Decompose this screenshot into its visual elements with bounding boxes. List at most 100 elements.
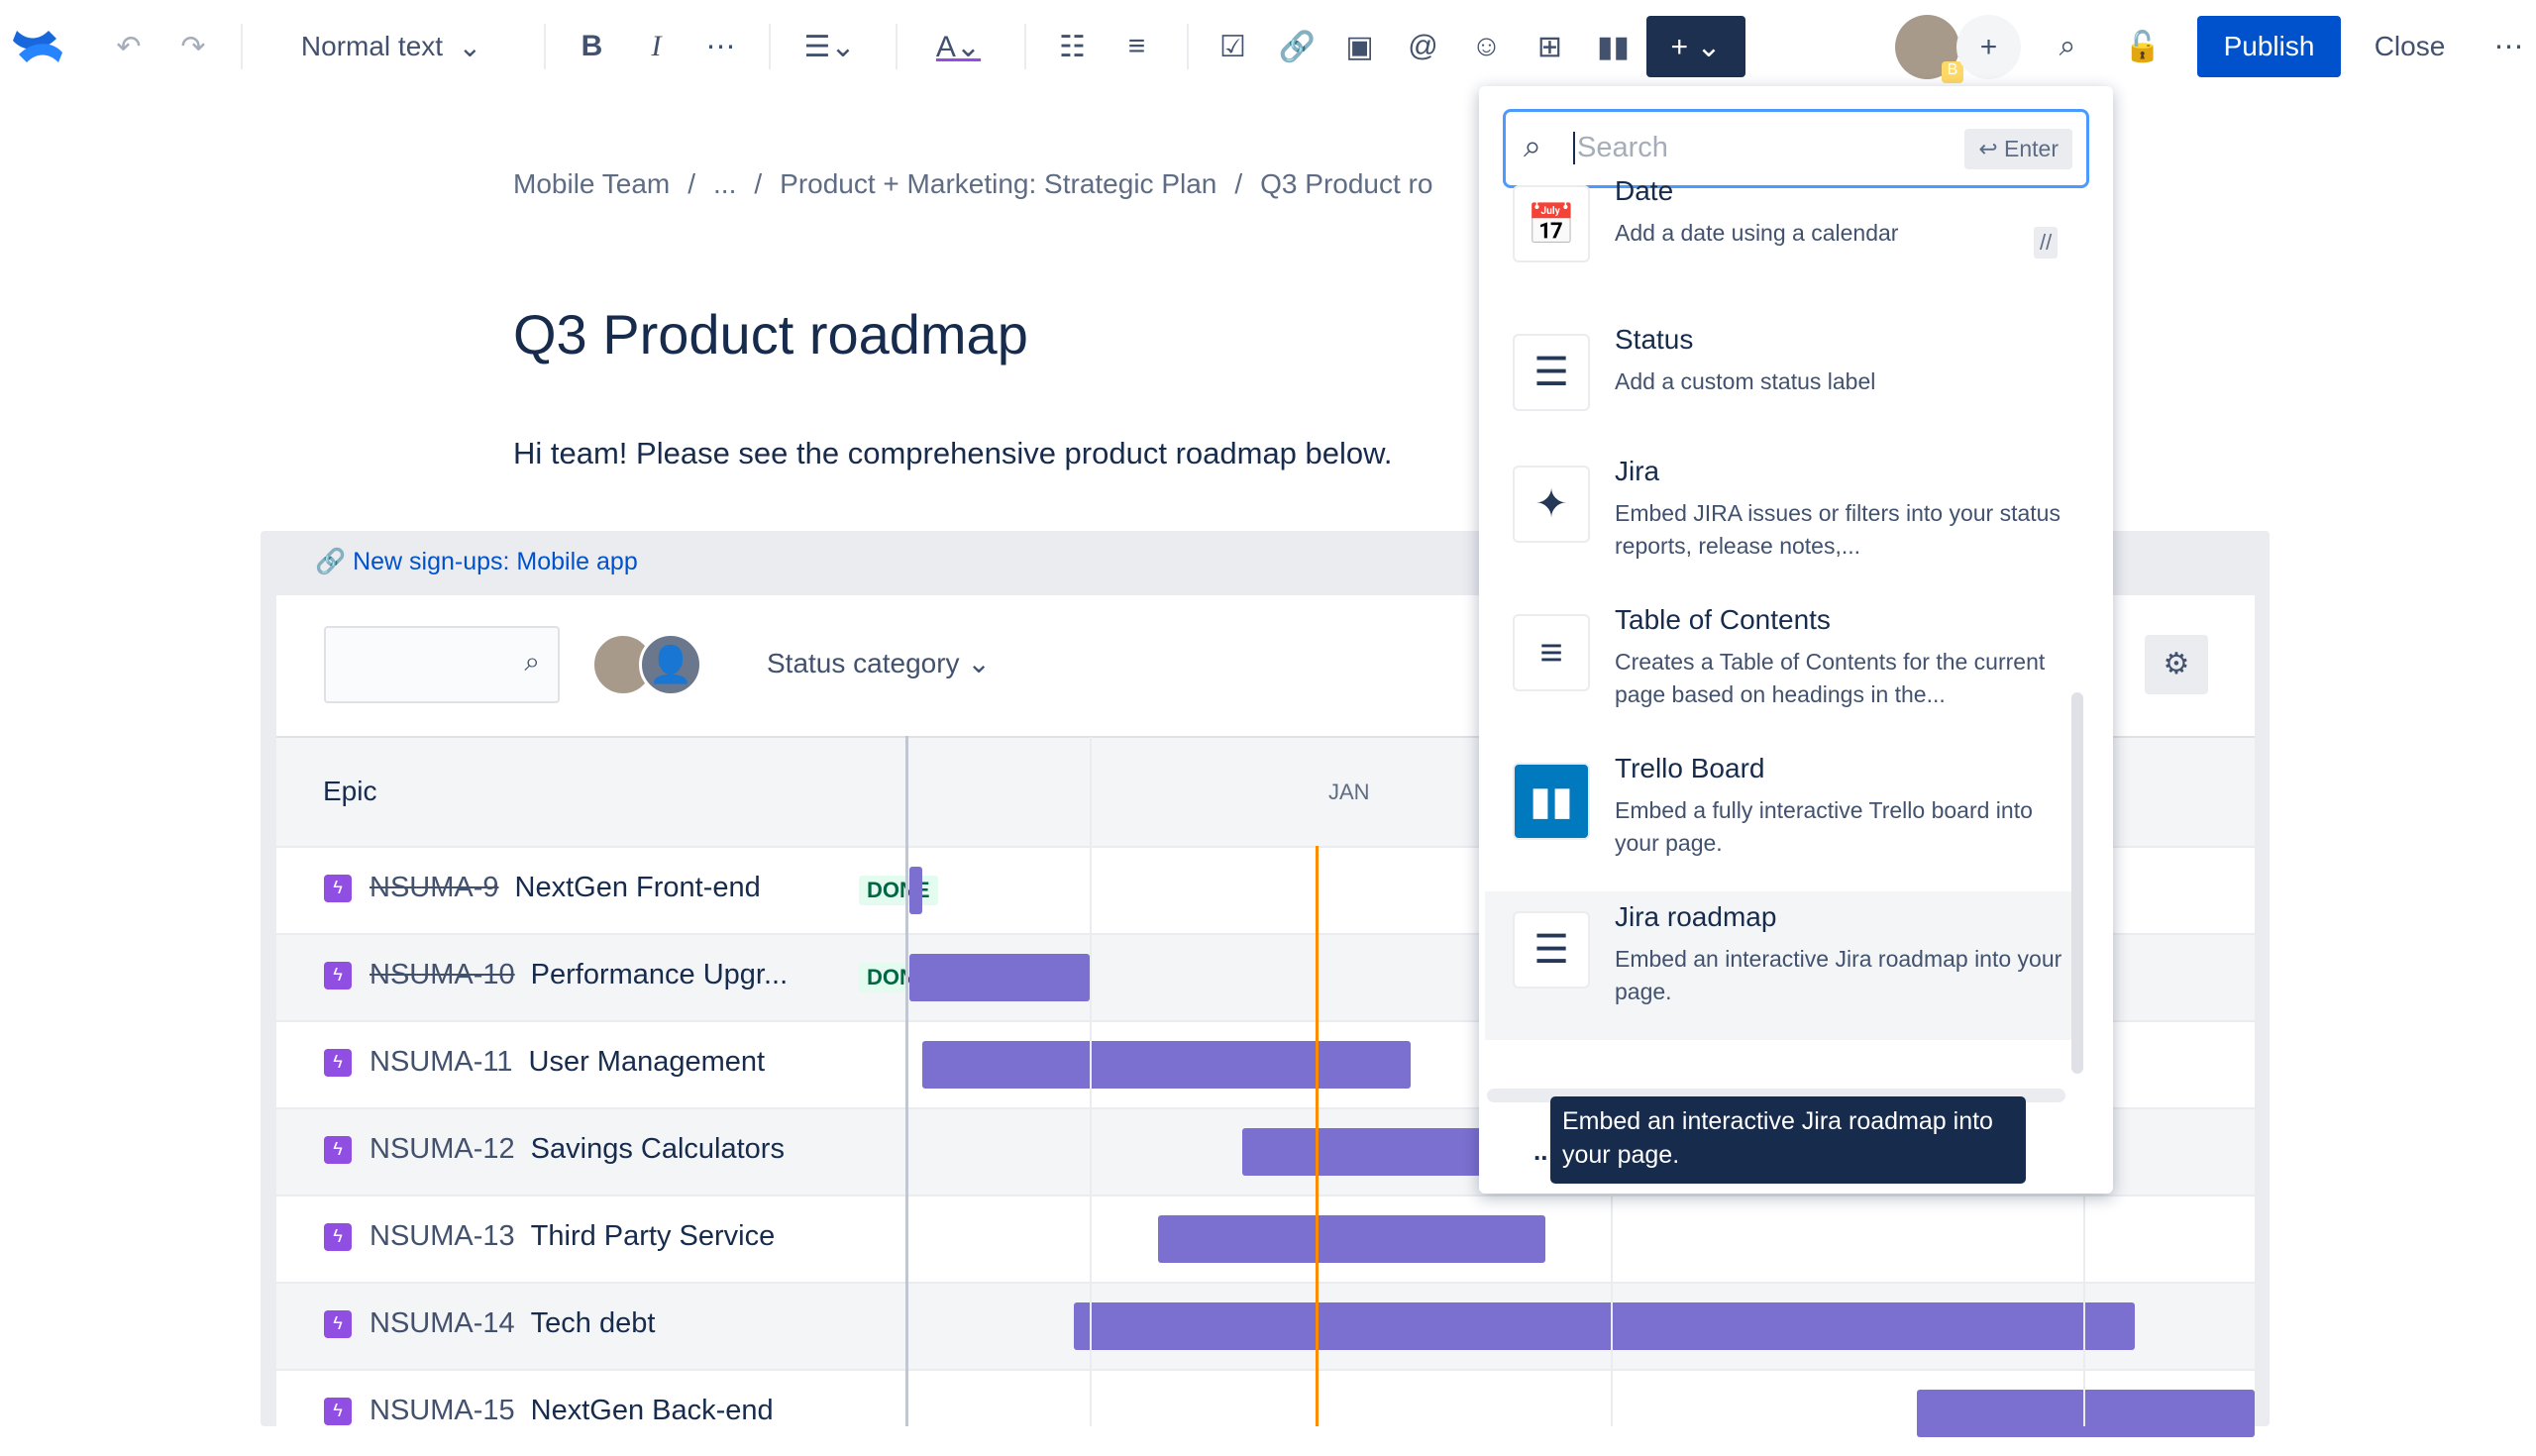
table-row[interactable]: ϟ NSUMA-13 Third Party Service: [276, 1195, 2255, 1282]
epic-icon: ϟ: [324, 1048, 352, 1077]
toc-icon: ≡: [1513, 614, 1590, 691]
epic-cell[interactable]: ϟ NSUMA-9 NextGen Front-end DONE: [324, 872, 938, 905]
breadcrumb-item[interactable]: ...: [713, 168, 737, 199]
alignment-icon[interactable]: ☰⌄: [803, 30, 856, 63]
epic-cell[interactable]: ϟ NSUMA-11 User Management: [324, 1046, 765, 1079]
issue-key[interactable]: NSUMA-13: [370, 1220, 515, 1252]
scrollbar[interactable]: [2071, 692, 2083, 1074]
link-icon[interactable]: 🔗: [1278, 30, 1317, 63]
table-row[interactable]: ϟ NSUMA-9 NextGen Front-end DONE: [276, 846, 2255, 933]
table-row[interactable]: ϟ NSUMA-11 User Management: [276, 1020, 2255, 1107]
epic-cell[interactable]: ϟ NSUMA-13 Third Party Service: [324, 1220, 775, 1253]
emoji-icon[interactable]: ☺: [1471, 30, 1502, 62]
page-intro[interactable]: Hi team! Please see the comprehensive pr…: [513, 436, 1393, 470]
epic-cell[interactable]: ϟ NSUMA-10 Performance Upgr... DONE: [324, 959, 938, 992]
more-indicator: ..: [1533, 1136, 1548, 1166]
issue-key[interactable]: NSUMA-11: [370, 1046, 513, 1078]
insert-menu-item[interactable]: 📅 Date Add a date using a calendar: [1485, 165, 2079, 314]
epic-icon: ϟ: [324, 1309, 352, 1338]
insert-search-input[interactable]: ⌕ Search ↩ Enter: [1503, 109, 2089, 188]
insert-menu-item[interactable]: ▮▮ Trello Board Embed a fully interactive …: [1485, 743, 2079, 891]
insert-menu-item[interactable]: ☰ Jira roadmap Embed an interactive Jira r…: [1485, 891, 2079, 1040]
invite-plus-button[interactable]: +: [1956, 15, 2021, 79]
roadmap-bar[interactable]: [1917, 1390, 2255, 1437]
task-checkbox-icon[interactable]: ☑: [1219, 30, 1246, 63]
avatar[interactable]: B: [1895, 15, 1963, 83]
mention-icon[interactable]: @: [1408, 30, 1438, 62]
insert-plus-button[interactable]: + ⌄: [1646, 16, 1745, 77]
numbered-list-icon[interactable]: ≡: [1127, 30, 1146, 62]
tooltip: Embed an interactive Jira roadmap into y…: [1550, 1096, 2026, 1184]
item-description: Add a custom status label: [1615, 368, 1876, 394]
redo-icon[interactable]: ↷: [180, 30, 206, 63]
table-row[interactable]: ϟ NSUMA-15 NextGen Back-end: [276, 1369, 2255, 1456]
breadcrumb: Mobile Team /... / Product + Marketing: Str…: [513, 168, 1479, 200]
month-label: JAN: [1328, 780, 1370, 804]
jira-icon: ✦: [1513, 466, 1590, 543]
calendar-icon: 📅: [1513, 185, 1590, 262]
text-color-icon[interactable]: A⌄: [935, 30, 982, 63]
breadcrumb-item[interactable]: Mobile Team: [513, 168, 671, 199]
epic-icon: ϟ: [324, 1397, 352, 1425]
more-options-icon[interactable]: ⋯: [2493, 30, 2524, 63]
roadmap-bar[interactable]: [1074, 1302, 2135, 1350]
trello-icon: ▮▮: [1513, 763, 1590, 840]
more-formatting-icon[interactable]: ⋯: [705, 30, 736, 63]
insert-menu-item[interactable]: ☰ Status Add a custom status label: [1485, 314, 2079, 463]
italic-icon[interactable]: I: [651, 30, 662, 62]
close-button[interactable]: Close: [2374, 31, 2446, 61]
unlock-icon[interactable]: 🔓: [2124, 30, 2162, 63]
filter-label: Status category: [767, 648, 960, 678]
epic-cell[interactable]: ϟ NSUMA-15 NextGen Back-end: [324, 1395, 774, 1427]
roadmap-bar[interactable]: [1158, 1215, 1545, 1263]
status-badge: DONE: [859, 876, 938, 905]
epic-name: Tech debt: [530, 1307, 656, 1339]
item-description: Embed an interactive Jira roadmap into y…: [1615, 946, 2062, 1004]
item-description: Embed JIRA issues or filters into your s…: [1615, 500, 2060, 559]
issue-key[interactable]: NSUMA-15: [370, 1395, 515, 1426]
layouts-icon[interactable]: ▮▮: [1596, 30, 1631, 63]
status-icon: ☰: [1513, 334, 1590, 411]
epic-icon: ϟ: [324, 1222, 352, 1251]
editor-toolbar: ↶ ↷ Normal text ⌄ B I ⋯ ☰⌄ A⌄ ☷ ≡ ☑ 🔗 ▣ …: [0, 0, 2536, 97]
issue-key[interactable]: NSUMA-9: [370, 872, 499, 903]
breadcrumb-item[interactable]: Product + Marketing: Strategic Plan: [780, 168, 1217, 199]
view-settings-icon[interactable]: ⚙: [2145, 635, 2208, 694]
table-row[interactable]: ϟ NSUMA-14 Tech debt: [276, 1282, 2255, 1369]
epic-name: Performance Upgr...: [530, 959, 789, 990]
issue-key[interactable]: NSUMA-12: [370, 1133, 515, 1165]
search-icon[interactable]: ⌕: [2059, 30, 2076, 62]
roadmap-bar[interactable]: [922, 1041, 1411, 1089]
item-title: Jira: [1615, 456, 1660, 486]
bold-icon[interactable]: B: [581, 30, 603, 62]
unassigned-avatar-icon[interactable]: 👤: [639, 633, 702, 696]
publish-button[interactable]: Publish: [2197, 16, 2341, 77]
insert-menu-item[interactable]: ≡ Table of Contents Creates a Table of Con…: [1485, 594, 2079, 743]
roadmap-bar[interactable]: [909, 954, 1090, 1001]
status-category-filter[interactable]: Status category ⌄: [767, 648, 991, 678]
image-icon[interactable]: ▣: [1345, 30, 1374, 63]
epic-cell[interactable]: ϟ NSUMA-12 Savings Calculators: [324, 1133, 785, 1166]
epic-name: User Management: [528, 1046, 766, 1078]
breadcrumb-item[interactable]: Q3 Product ro: [1260, 168, 1433, 199]
table-icon[interactable]: ⊞: [1536, 30, 1563, 63]
text-style-dropdown[interactable]: Normal text ⌄: [300, 31, 482, 62]
column-divider[interactable]: [905, 736, 908, 1426]
undo-icon[interactable]: ↶: [116, 30, 142, 63]
search-placeholder: Search: [1573, 132, 1668, 164]
avatar-badge: B: [1942, 61, 1963, 83]
issue-key[interactable]: NSUMA-10: [370, 959, 515, 990]
roadmap-bar[interactable]: [909, 867, 922, 914]
epic-cell[interactable]: ϟ NSUMA-14 Tech debt: [324, 1307, 655, 1340]
insert-menu-item[interactable]: ✦ Jira Embed JIRA issues or filters into y…: [1485, 446, 2079, 594]
page-title[interactable]: Q3 Product roadmap: [513, 303, 1028, 365]
epic-header: Epic: [323, 776, 377, 806]
macro-link[interactable]: 🔗 New sign-ups: Mobile app: [315, 548, 638, 576]
roadmap-search-input[interactable]: ⌕: [324, 626, 560, 703]
issue-key[interactable]: NSUMA-14: [370, 1307, 515, 1339]
bullet-list-icon[interactable]: ☷: [1059, 30, 1086, 63]
confluence-logo-icon[interactable]: [8, 16, 67, 77]
item-description: Creates a Table of Contents for the curr…: [1615, 649, 2046, 707]
item-title: Status: [1615, 324, 1694, 355]
enter-hint: ↩ Enter: [1964, 129, 2072, 169]
